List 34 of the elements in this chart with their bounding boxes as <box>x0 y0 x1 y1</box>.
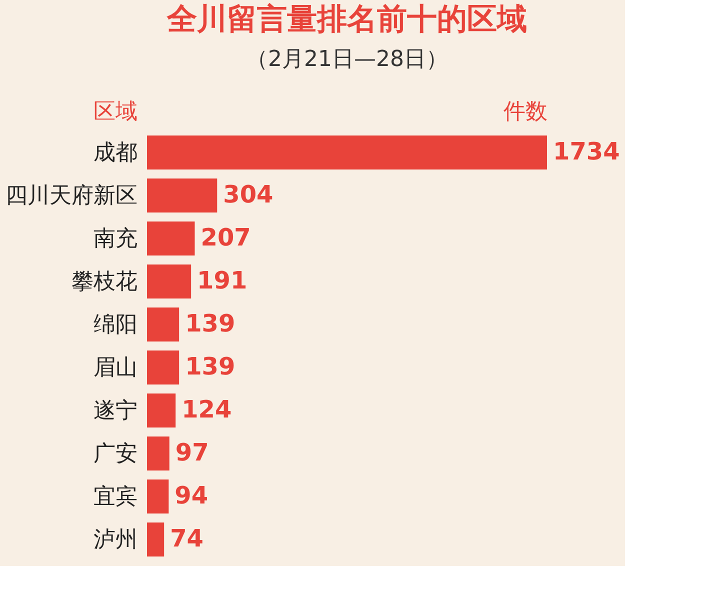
bar <box>147 436 170 470</box>
bar <box>147 350 180 384</box>
chart-subtitle: （2月21日—28日） <box>246 47 448 72</box>
data-label: 191 <box>197 266 248 294</box>
bar <box>147 308 180 342</box>
data-label: 94 <box>174 482 208 510</box>
y-tick-label: 泸州 <box>94 528 138 552</box>
bar <box>147 480 169 514</box>
y-tick-label: 广安 <box>94 442 138 466</box>
data-label: 74 <box>170 524 204 552</box>
bar <box>147 222 195 256</box>
data-label: 124 <box>182 396 232 424</box>
y-tick-label: 南充 <box>94 226 138 252</box>
y-tick-label: 遂宁 <box>94 398 138 424</box>
data-label: 139 <box>185 310 236 338</box>
data-label: 97 <box>175 438 209 466</box>
y-tick-label: 宜宾 <box>94 484 138 510</box>
data-label: 207 <box>200 224 251 252</box>
y-tick-label: 攀枝花 <box>72 270 138 294</box>
y-tick-label: 绵阳 <box>94 312 138 338</box>
y-tick-label: 成都 <box>94 140 138 166</box>
data-label: 1734 <box>553 138 620 166</box>
bar <box>147 178 218 212</box>
y-tick-label: 四川天府新区 <box>6 184 138 208</box>
chart-title: 全川留言量排名前十的区域 <box>166 2 527 37</box>
bar <box>147 264 192 298</box>
bar <box>147 136 547 170</box>
bar <box>147 394 176 428</box>
data-label: 304 <box>223 180 274 208</box>
y-axis-title: 区域 <box>94 100 138 124</box>
x-axis-title: 件数 <box>504 100 548 124</box>
y-tick-label: 眉山 <box>94 356 138 380</box>
data-label: 139 <box>185 352 236 380</box>
bar <box>147 522 164 556</box>
